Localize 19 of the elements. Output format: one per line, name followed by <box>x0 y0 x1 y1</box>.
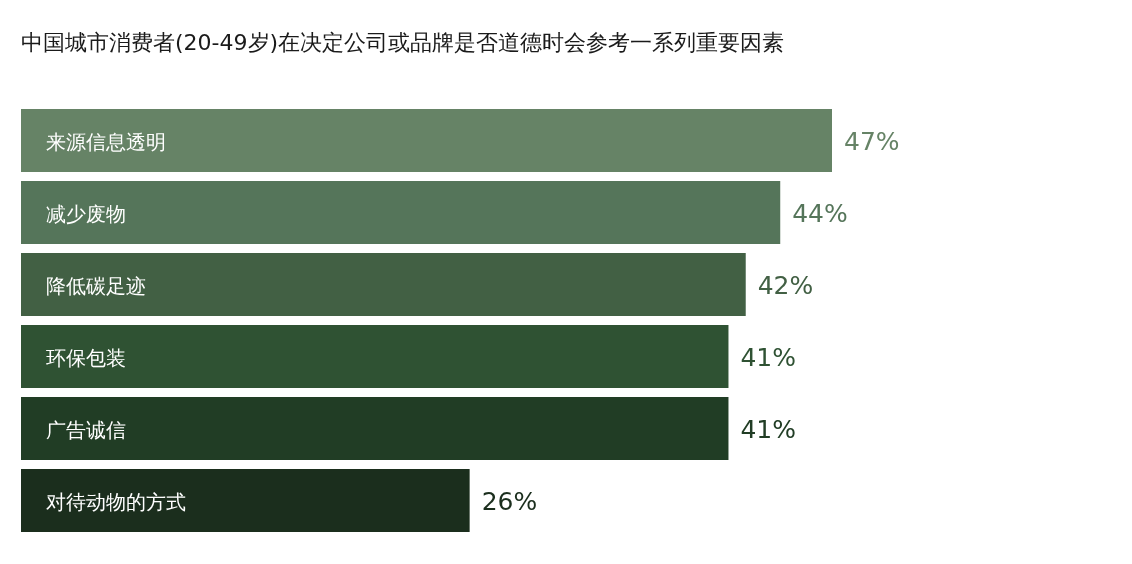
y-tick-label: 减少废物 <box>46 201 126 226</box>
y-tick-label: 降低碳足迹 <box>46 273 146 298</box>
data-label: 42% <box>757 270 814 300</box>
chart-title: 中国城市消费者(20-49岁)在决定公司或品牌是否道德时会参考一系列重要因素 <box>21 30 785 55</box>
y-tick-label: 来源信息透明 <box>46 129 166 154</box>
bar <box>21 181 781 244</box>
bar <box>21 397 729 460</box>
data-label: 41% <box>740 414 797 444</box>
bar <box>21 253 746 316</box>
y-tick-label: 对待动物的方式 <box>46 489 186 514</box>
bar <box>21 469 470 532</box>
data-label: 41% <box>740 342 797 372</box>
y-tick-label: 环保包装 <box>46 345 126 370</box>
data-label: 44% <box>792 198 848 228</box>
data-label: 47% <box>844 126 900 156</box>
bar <box>21 325 729 388</box>
data-label: 26% <box>481 486 538 516</box>
bar <box>21 109 832 172</box>
y-tick-label: 广告诚信 <box>46 417 126 442</box>
